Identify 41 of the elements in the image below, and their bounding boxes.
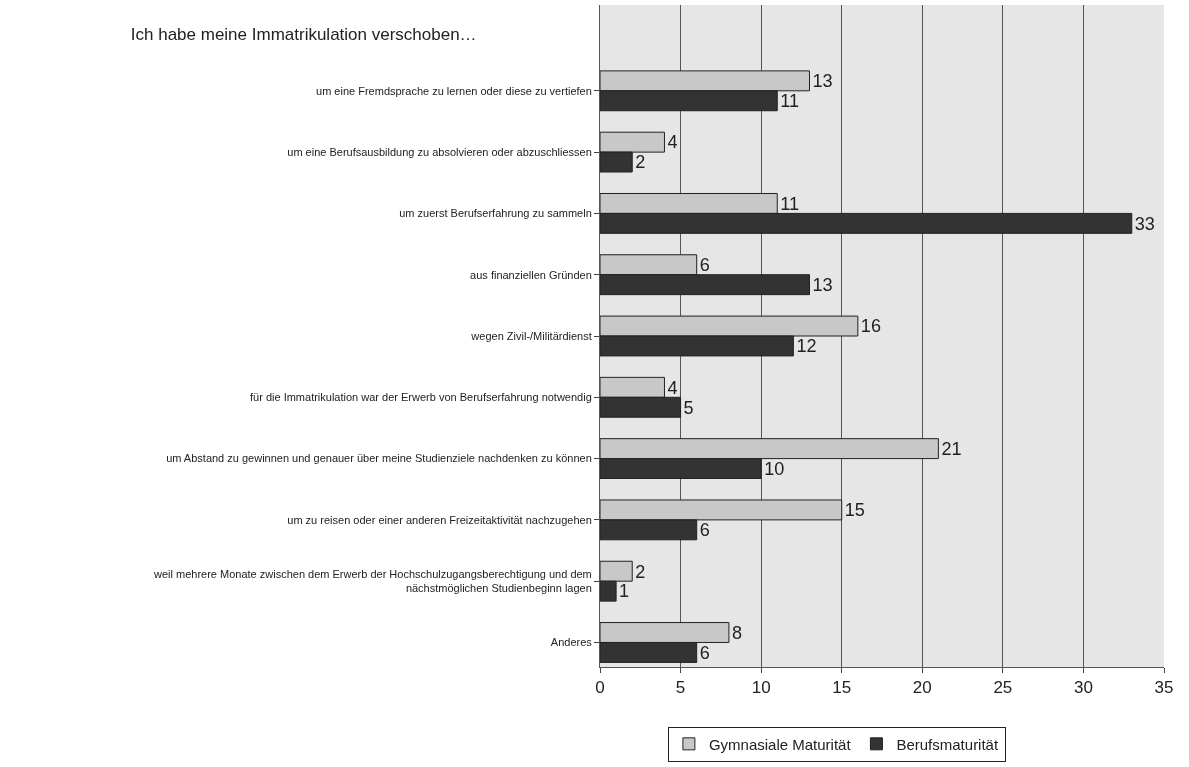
- data-label: 6: [699, 520, 710, 541]
- data-label: 1: [619, 581, 630, 602]
- data-label: 2: [635, 152, 646, 173]
- data-label: 16: [860, 316, 881, 337]
- data-label: 13: [812, 71, 833, 92]
- y-tick-label: für die Immatrikulation war der Erwerb von Berufserfahrung notwendig: [250, 391, 592, 404]
- y-tick-label: um zuerst Berufserfahrung zu sammeln: [399, 207, 592, 220]
- y-tick-label: um zu reisen oder einer anderen Freizeitaktivität nachzugehen: [287, 513, 592, 526]
- x-tick-label: 35: [1154, 678, 1174, 698]
- y-tick-label: weil mehrere Monate zwischen dem Erwerb der Hochschulzugangsberechtigung und dem nächstmöglichen Studienbeginn lagen: [153, 567, 592, 595]
- data-label: 10: [764, 458, 785, 479]
- data-label: 15: [844, 500, 865, 521]
- x-tick-label: 10: [751, 678, 771, 698]
- legend-label: Berufsmaturität: [896, 735, 999, 753]
- data-label: 6: [699, 255, 710, 276]
- x-tick-label: 20: [912, 678, 932, 698]
- x-tick-label: 5: [675, 678, 686, 698]
- x-tick-label: 25: [993, 678, 1013, 698]
- x-tick-label: 0: [595, 678, 605, 698]
- data-label: 11: [780, 193, 800, 214]
- legend-label: Gymnasiale Maturität: [708, 735, 852, 753]
- data-label: 21: [941, 438, 962, 459]
- data-label: 11: [780, 91, 800, 112]
- y-tick-label: Anderes: [550, 636, 593, 649]
- y-tick-label: um eine Fremdsprache zu lernen oder diese zu vertiefen: [316, 84, 592, 97]
- data-label: 2: [635, 561, 646, 582]
- y-tick-label: um eine Berufsausbildung zu absolvieren oder abzuschliessen: [287, 145, 592, 158]
- data-label: 6: [699, 642, 710, 663]
- data-label: 33: [1134, 213, 1155, 234]
- y-tick-label: um Abstand zu gewinnen und genauer über meine Studienziele nachdenken zu können: [166, 452, 592, 465]
- y-tick-label: aus finanziellen Gründen: [470, 268, 592, 281]
- data-label: 12: [796, 336, 817, 357]
- data-label: 5: [683, 397, 694, 418]
- data-label: 8: [731, 622, 742, 643]
- y-tick-label: wegen Zivil-/Militärdienst: [470, 329, 592, 342]
- data-label: 13: [812, 275, 833, 296]
- data-label: 4: [667, 377, 678, 398]
- x-tick-label: 15: [832, 678, 852, 698]
- x-tick-label: 30: [1073, 678, 1093, 698]
- data-label: 4: [667, 132, 678, 153]
- text: Ich habe meine Immatrikulation verschoben…: [130, 25, 477, 45]
